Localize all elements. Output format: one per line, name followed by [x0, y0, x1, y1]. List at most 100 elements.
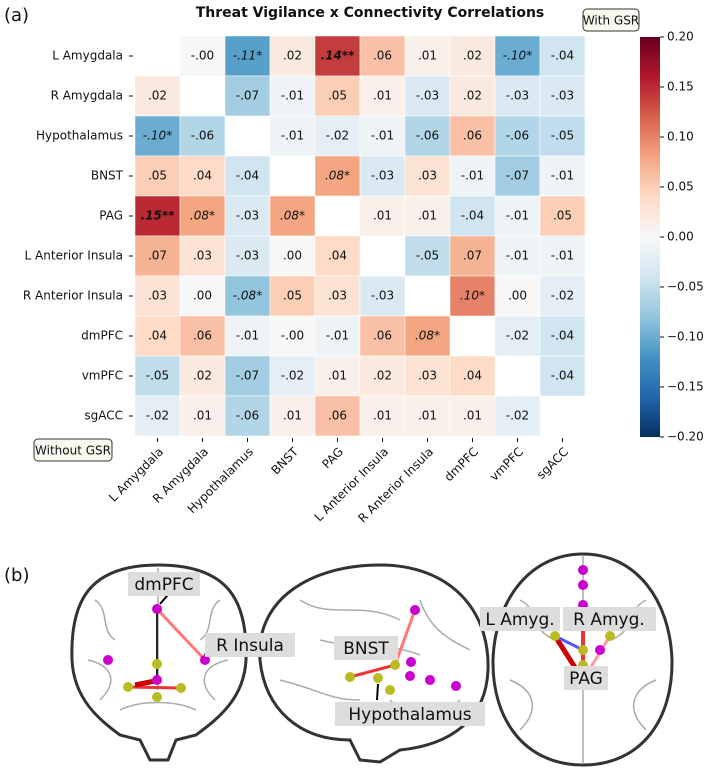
colorbar-tick-label: 0.00 — [667, 230, 694, 244]
cell — [449, 155, 496, 197]
cell-label: .01 — [373, 409, 392, 423]
cell — [179, 115, 226, 157]
cell-label: .00 — [508, 289, 527, 303]
cell — [134, 275, 181, 317]
colorbar-tick-label: −0.20 — [667, 430, 704, 444]
cell-label: .03 — [148, 289, 167, 303]
row-label: L Amygdala — [52, 49, 123, 63]
cell — [404, 195, 451, 237]
cell — [134, 355, 181, 397]
label-box — [128, 572, 200, 596]
cell-label: -.05 — [551, 129, 574, 143]
cell — [134, 395, 181, 437]
cell-label: .06 — [373, 329, 392, 343]
region-label: BNST — [343, 639, 389, 659]
cell-label: -.04 — [461, 209, 484, 223]
cell-label: .05 — [283, 289, 302, 303]
cell — [179, 155, 226, 197]
cell — [494, 275, 541, 317]
cell-label: .08* — [325, 169, 350, 183]
cell — [269, 75, 316, 117]
cell-label: -.01 — [281, 89, 304, 103]
cell — [404, 115, 451, 157]
cell-label: .06 — [328, 409, 347, 423]
cell — [314, 315, 361, 357]
cell-label: -.01 — [551, 169, 574, 183]
cell-label: .15** — [141, 209, 176, 223]
colorbar-tick-label: −0.15 — [667, 380, 704, 394]
cell-label: -.03 — [236, 249, 259, 263]
cell-label: -.06 — [191, 129, 214, 143]
cell — [224, 395, 271, 437]
cell — [224, 155, 271, 197]
cell-label: .06 — [463, 129, 482, 143]
cell-label: .03 — [418, 169, 437, 183]
cell-label: -.02 — [281, 369, 304, 383]
cell — [494, 115, 541, 157]
region-label: R Insula — [216, 636, 284, 656]
row-label: sgACC — [84, 409, 123, 423]
cell-label: -.08* — [233, 289, 262, 303]
cell-label: -.03 — [506, 89, 529, 103]
cell — [539, 75, 586, 117]
cell-label: -.07 — [506, 169, 529, 183]
region-label: L Amyg. — [485, 610, 554, 630]
cell-label: .03 — [193, 249, 212, 263]
cell — [224, 355, 271, 397]
cell-label: -.07 — [236, 89, 259, 103]
label-box — [205, 633, 295, 657]
colorbar-tick-label: 0.10 — [667, 130, 694, 144]
cell-label: .04 — [193, 169, 212, 183]
cell-label: .01 — [283, 409, 302, 423]
colorbar — [640, 37, 660, 437]
cell — [494, 75, 541, 117]
column-label: dmPFC — [442, 445, 481, 484]
cell — [134, 235, 181, 277]
cell-label: -.02 — [146, 409, 169, 423]
row-label: PAG — [99, 209, 123, 223]
cell — [224, 315, 271, 357]
cell — [179, 35, 226, 77]
cell-label: .05 — [328, 89, 347, 103]
cell — [404, 235, 451, 277]
cell-label: -.03 — [371, 169, 394, 183]
cell — [269, 315, 316, 357]
cell-label: .03 — [328, 289, 347, 303]
region-label: R Amyg. — [573, 610, 645, 630]
cell-label: -.02 — [551, 289, 574, 303]
cell-label: .01 — [418, 209, 437, 223]
cell — [224, 195, 271, 237]
row-label: L Anterior Insula — [25, 249, 123, 263]
row-label: R Amygdala — [51, 89, 123, 103]
column-label: vmPFC — [487, 445, 526, 484]
cell-label: .14** — [321, 49, 356, 63]
cell-label: .06 — [373, 49, 392, 63]
cell-label: .02 — [373, 369, 392, 383]
cell-label: .02 — [193, 369, 212, 383]
annotation-box — [582, 8, 640, 32]
cell — [314, 355, 361, 397]
row-label: BNST — [91, 169, 124, 183]
cell-label: .08* — [415, 329, 440, 343]
cell-label: .06 — [193, 329, 212, 343]
cell — [179, 395, 226, 437]
cell — [359, 115, 406, 157]
cell — [314, 235, 361, 277]
cell-label: .08* — [190, 209, 215, 223]
cell-label: -.04 — [551, 49, 574, 63]
column-label: BNST — [268, 444, 301, 477]
panel-label: (a) — [4, 5, 29, 26]
cell — [314, 395, 361, 437]
cell-label: -.02 — [506, 329, 529, 343]
cell-label: -.03 — [416, 89, 439, 103]
cell-label: .01 — [418, 49, 437, 63]
cell-label: -.11* — [233, 49, 262, 63]
cell — [449, 395, 496, 437]
cell-label: .00 — [193, 289, 212, 303]
cell-label: -.01 — [326, 329, 349, 343]
cell — [224, 275, 271, 317]
cell-label: -.06 — [416, 129, 439, 143]
column-label: R Anterior Insula — [355, 445, 436, 526]
cell-label: .02 — [463, 89, 482, 103]
column-label: sgACC — [534, 445, 571, 482]
